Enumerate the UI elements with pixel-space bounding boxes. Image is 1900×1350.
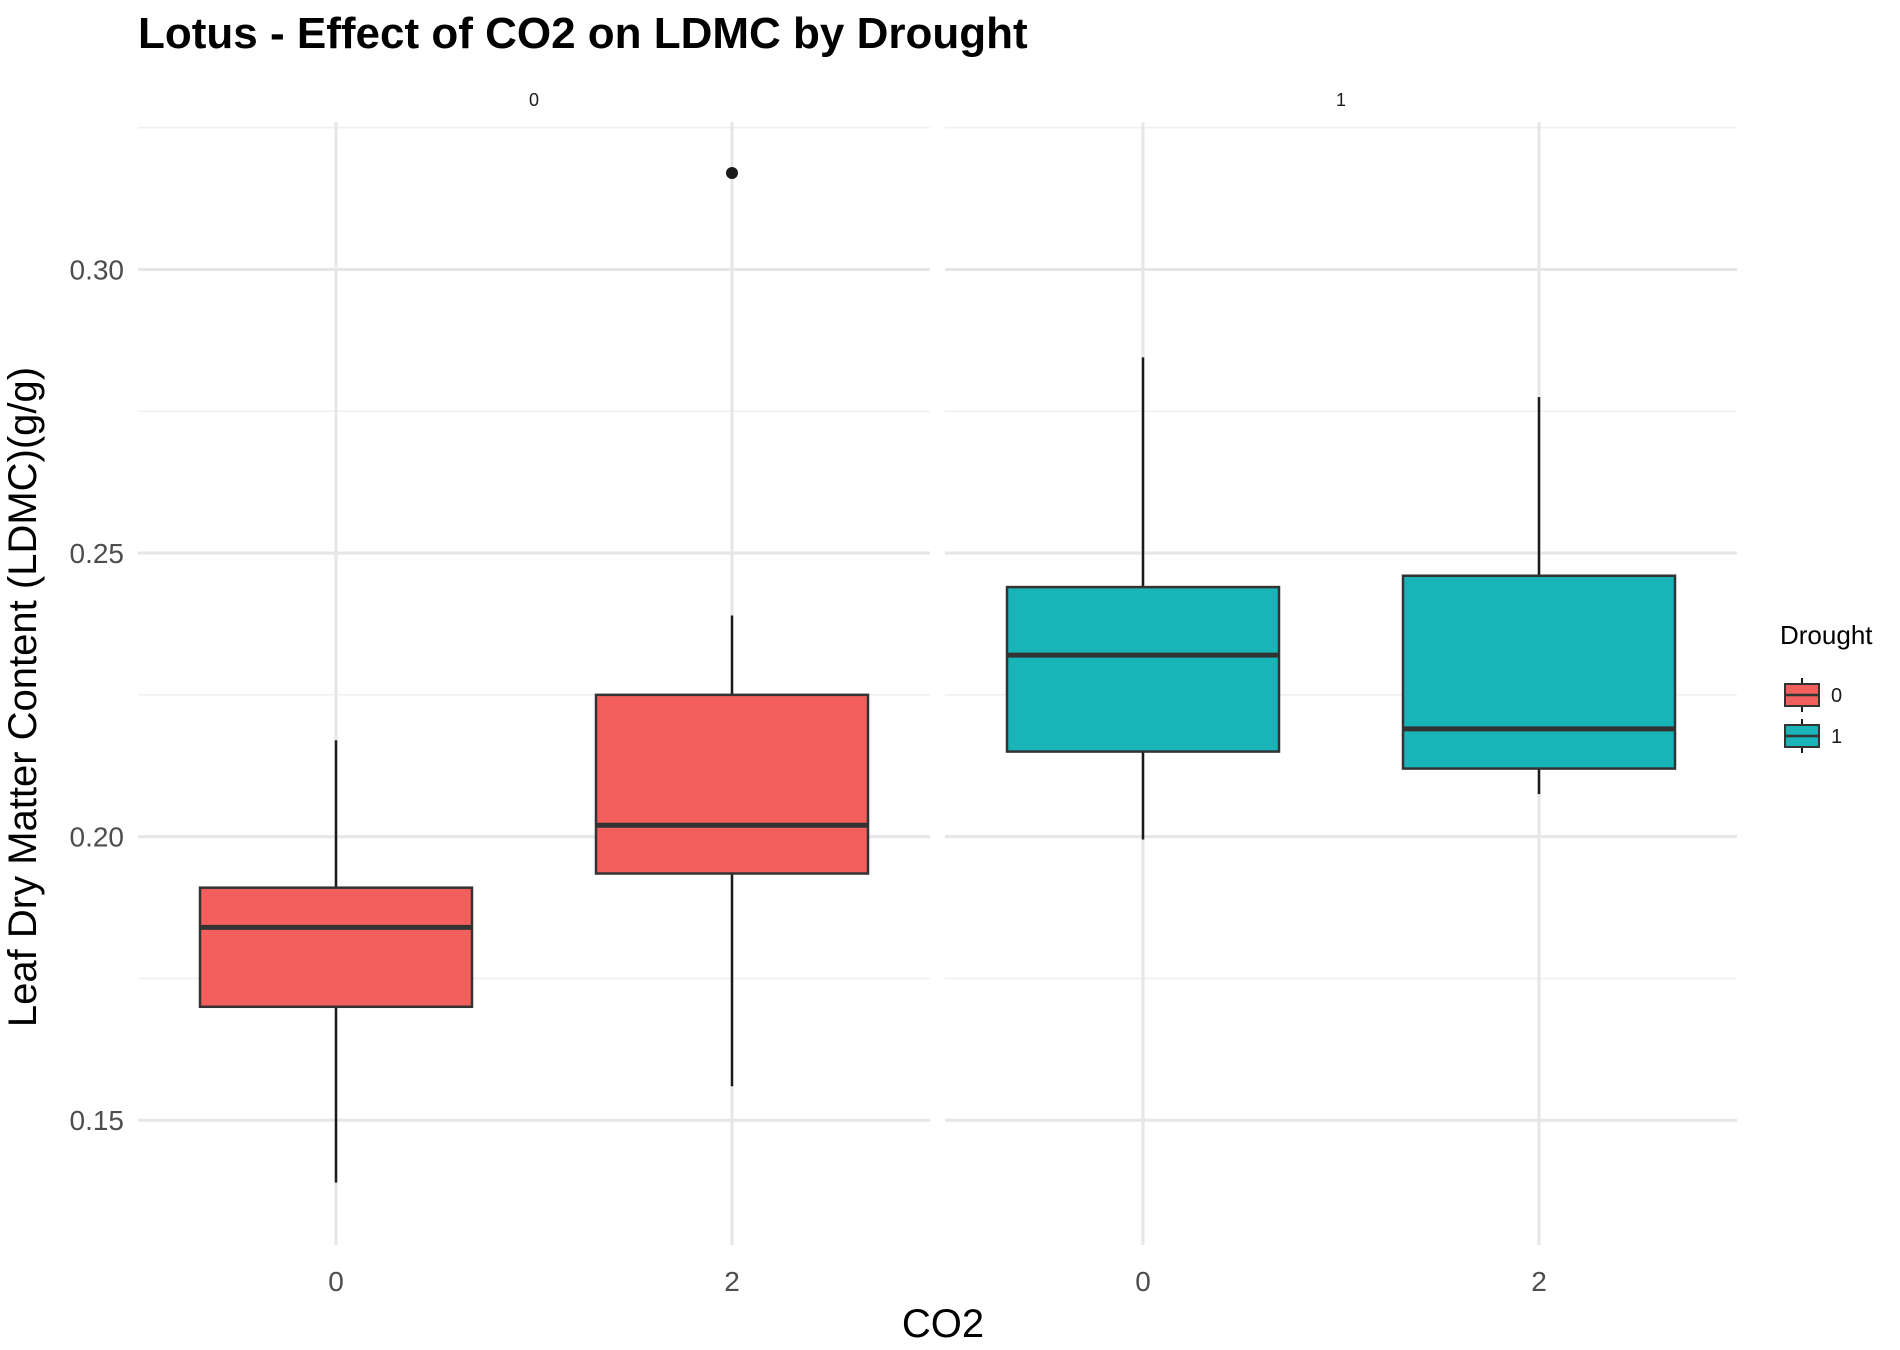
y-axis-title: Leaf Dry Matter Content (LDMC)(g/g) — [1, 367, 45, 1027]
y-tick-label: 0.30 — [70, 254, 125, 285]
x-tick-label: 0 — [1135, 1266, 1151, 1297]
box — [1401, 574, 1677, 770]
x-axis-title: CO2 — [902, 1302, 984, 1346]
facet-strip-label: 1 — [1336, 90, 1346, 110]
box — [198, 886, 474, 1009]
facet-strip-label: 0 — [529, 90, 539, 110]
legend-title: Drought — [1780, 620, 1873, 650]
x-tick-label: 0 — [328, 1266, 344, 1297]
box — [594, 693, 870, 875]
x-tick-label: 2 — [1531, 1266, 1547, 1297]
legend-label: 0 — [1831, 685, 1842, 707]
x-tick-label: 2 — [724, 1266, 740, 1297]
y-tick-label: 0.15 — [70, 1105, 125, 1136]
box-marks — [198, 167, 1677, 1183]
chart-title: Lotus - Effect of CO2 on LDMC by Drought — [138, 9, 1028, 58]
legend: Drought 0 1 — [1780, 620, 1873, 753]
outlier-point — [726, 167, 738, 180]
y-tick-label: 0.20 — [70, 822, 125, 853]
legend-label: 1 — [1831, 726, 1842, 748]
axis-labels: 0 0 2 1 0 2 0.15 0.20 0.25 0.30 — [70, 90, 1547, 1297]
y-tick-label: 0.25 — [70, 538, 125, 569]
box — [1005, 585, 1281, 753]
